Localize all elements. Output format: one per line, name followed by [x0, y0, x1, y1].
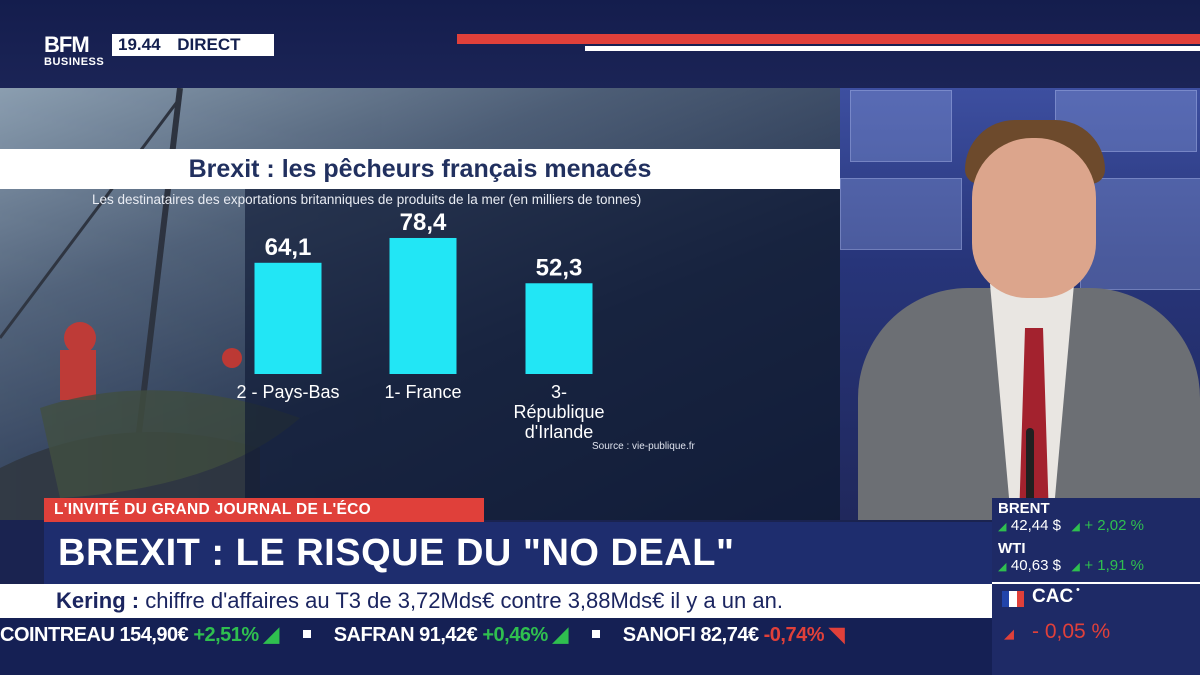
- brent-change: + 2,02 %: [1084, 517, 1144, 534]
- up-arrow-icon: ◢: [998, 521, 1007, 533]
- separator-dot-icon: [302, 630, 311, 639]
- chart-subtitle: Les destinataires des exportations brita…: [92, 192, 642, 207]
- wti-label: WTI: [998, 540, 1026, 557]
- stock-name: SAFRAN: [333, 624, 415, 646]
- up-arrow-icon: ◢: [552, 624, 568, 646]
- down-arrow-icon: ◢: [1004, 626, 1014, 641]
- stock-price: 154,90€: [119, 624, 189, 646]
- studio-screen: [850, 90, 952, 162]
- bar-chart: 64,1 2 - Pays-Bas 78,4 1- France 52,3 3-Répub…: [236, 209, 604, 442]
- chart-category-label: 1- France: [384, 382, 461, 402]
- stock-price: 82,74€: [700, 624, 759, 646]
- chart-bar: [254, 262, 322, 374]
- live-clock: 19.44 DIRECT: [112, 34, 274, 56]
- up-arrow-icon: ◢: [1071, 561, 1080, 573]
- chart-category-label: 2 - Pays-Bas: [236, 382, 339, 402]
- chart-category-label: d'Irlande: [525, 422, 593, 442]
- stock-name: SANOFI: [622, 624, 696, 646]
- market-divider: [992, 582, 1200, 584]
- chart-bar: [525, 283, 593, 374]
- news-ticker-bar: [0, 584, 992, 618]
- up-arrow-icon: ◢: [998, 561, 1007, 573]
- logo-bottom: BUSINESS: [44, 56, 105, 68]
- up-arrow-icon: ◢: [263, 624, 279, 646]
- stock-price: 91,42€: [419, 624, 478, 646]
- chart-value-label: 52,3: [536, 254, 583, 281]
- wti-value: 40,63 $: [1010, 557, 1061, 574]
- brent-value: 42,44 $: [1010, 517, 1061, 534]
- headline-bar: [44, 522, 992, 584]
- ticker-company: Kering :: [56, 588, 140, 613]
- brent-row: BRENT ◢ 42,44 $ ◢ + 2,02 %: [998, 500, 1200, 535]
- stock-change: -0,74%: [763, 624, 825, 646]
- chart-title-bar: [0, 149, 840, 189]
- chart-category-label: République: [513, 402, 604, 422]
- headline: BREXIT : LE RISQUE DU "NO DEAL": [58, 532, 735, 574]
- french-flag-icon: [1002, 591, 1024, 607]
- logo-top: BFM: [44, 32, 90, 57]
- cac-panel: CAC • ◢ - 0,05 %: [992, 584, 1200, 675]
- lapel-microphone: [1026, 428, 1034, 508]
- live-label: DIRECT: [177, 35, 241, 54]
- cac-dot-icon: •: [1076, 584, 1080, 596]
- studio-screen: [1080, 178, 1200, 290]
- program-tag: L'INVITÉ DU GRAND JOURNAL DE L'ÉCO: [44, 498, 484, 522]
- stock-change: +0,46%: [482, 624, 548, 646]
- stock-item: COINTREAU 154,90€ +2,51% ◢: [0, 620, 279, 650]
- chart-bar: [389, 237, 457, 374]
- chart-value-label: 64,1: [265, 234, 312, 261]
- separator-dot-icon: [591, 630, 600, 639]
- clock-time: 19.44: [118, 35, 161, 54]
- chart-source: Source : vie-publique.fr: [592, 441, 695, 452]
- ticker-text: chiffre d'affaires au T3 de 3,72Mds€ con…: [139, 588, 783, 613]
- stock-ticker: COINTREAU 154,90€ +2,51% ◢ SAFRAN 91,42€…: [0, 620, 992, 650]
- header-stripe-red: [457, 34, 1200, 44]
- brent-label: BRENT: [998, 500, 1050, 517]
- studio-screen: [840, 178, 962, 250]
- chart-value-label: 78,4: [400, 209, 447, 236]
- stock-change: +2,51%: [193, 624, 259, 646]
- chart-title: Brexit : les pêcheurs français menacés: [188, 155, 652, 183]
- guest-face: [972, 138, 1096, 298]
- guest-tie: [1019, 328, 1049, 520]
- wti-row: WTI ◢ 40,63 $ ◢ + 1,91 %: [998, 540, 1200, 575]
- down-arrow-icon: ◥: [829, 624, 844, 646]
- up-arrow-icon: ◢: [1071, 521, 1080, 533]
- cac-label: CAC: [1032, 586, 1074, 607]
- stock-item: SANOFI 82,74€ -0,74% ◥: [591, 620, 844, 650]
- stock-ticker-bar: [0, 618, 992, 675]
- news-ticker: Kering : chiffre d'affaires au T3 de 3,7…: [56, 584, 986, 618]
- wti-change: + 1,91 %: [1084, 557, 1144, 574]
- cac-change: - 0,05 %: [1032, 620, 1111, 643]
- stock-item: SAFRAN 91,42€ +0,46% ◢: [302, 620, 568, 650]
- channel-logo: BFM BUSINESS: [44, 34, 108, 72]
- header-stripe-white: [585, 46, 1200, 51]
- stock-name: COINTREAU: [0, 624, 115, 646]
- chart-category-label: 3-: [551, 382, 567, 402]
